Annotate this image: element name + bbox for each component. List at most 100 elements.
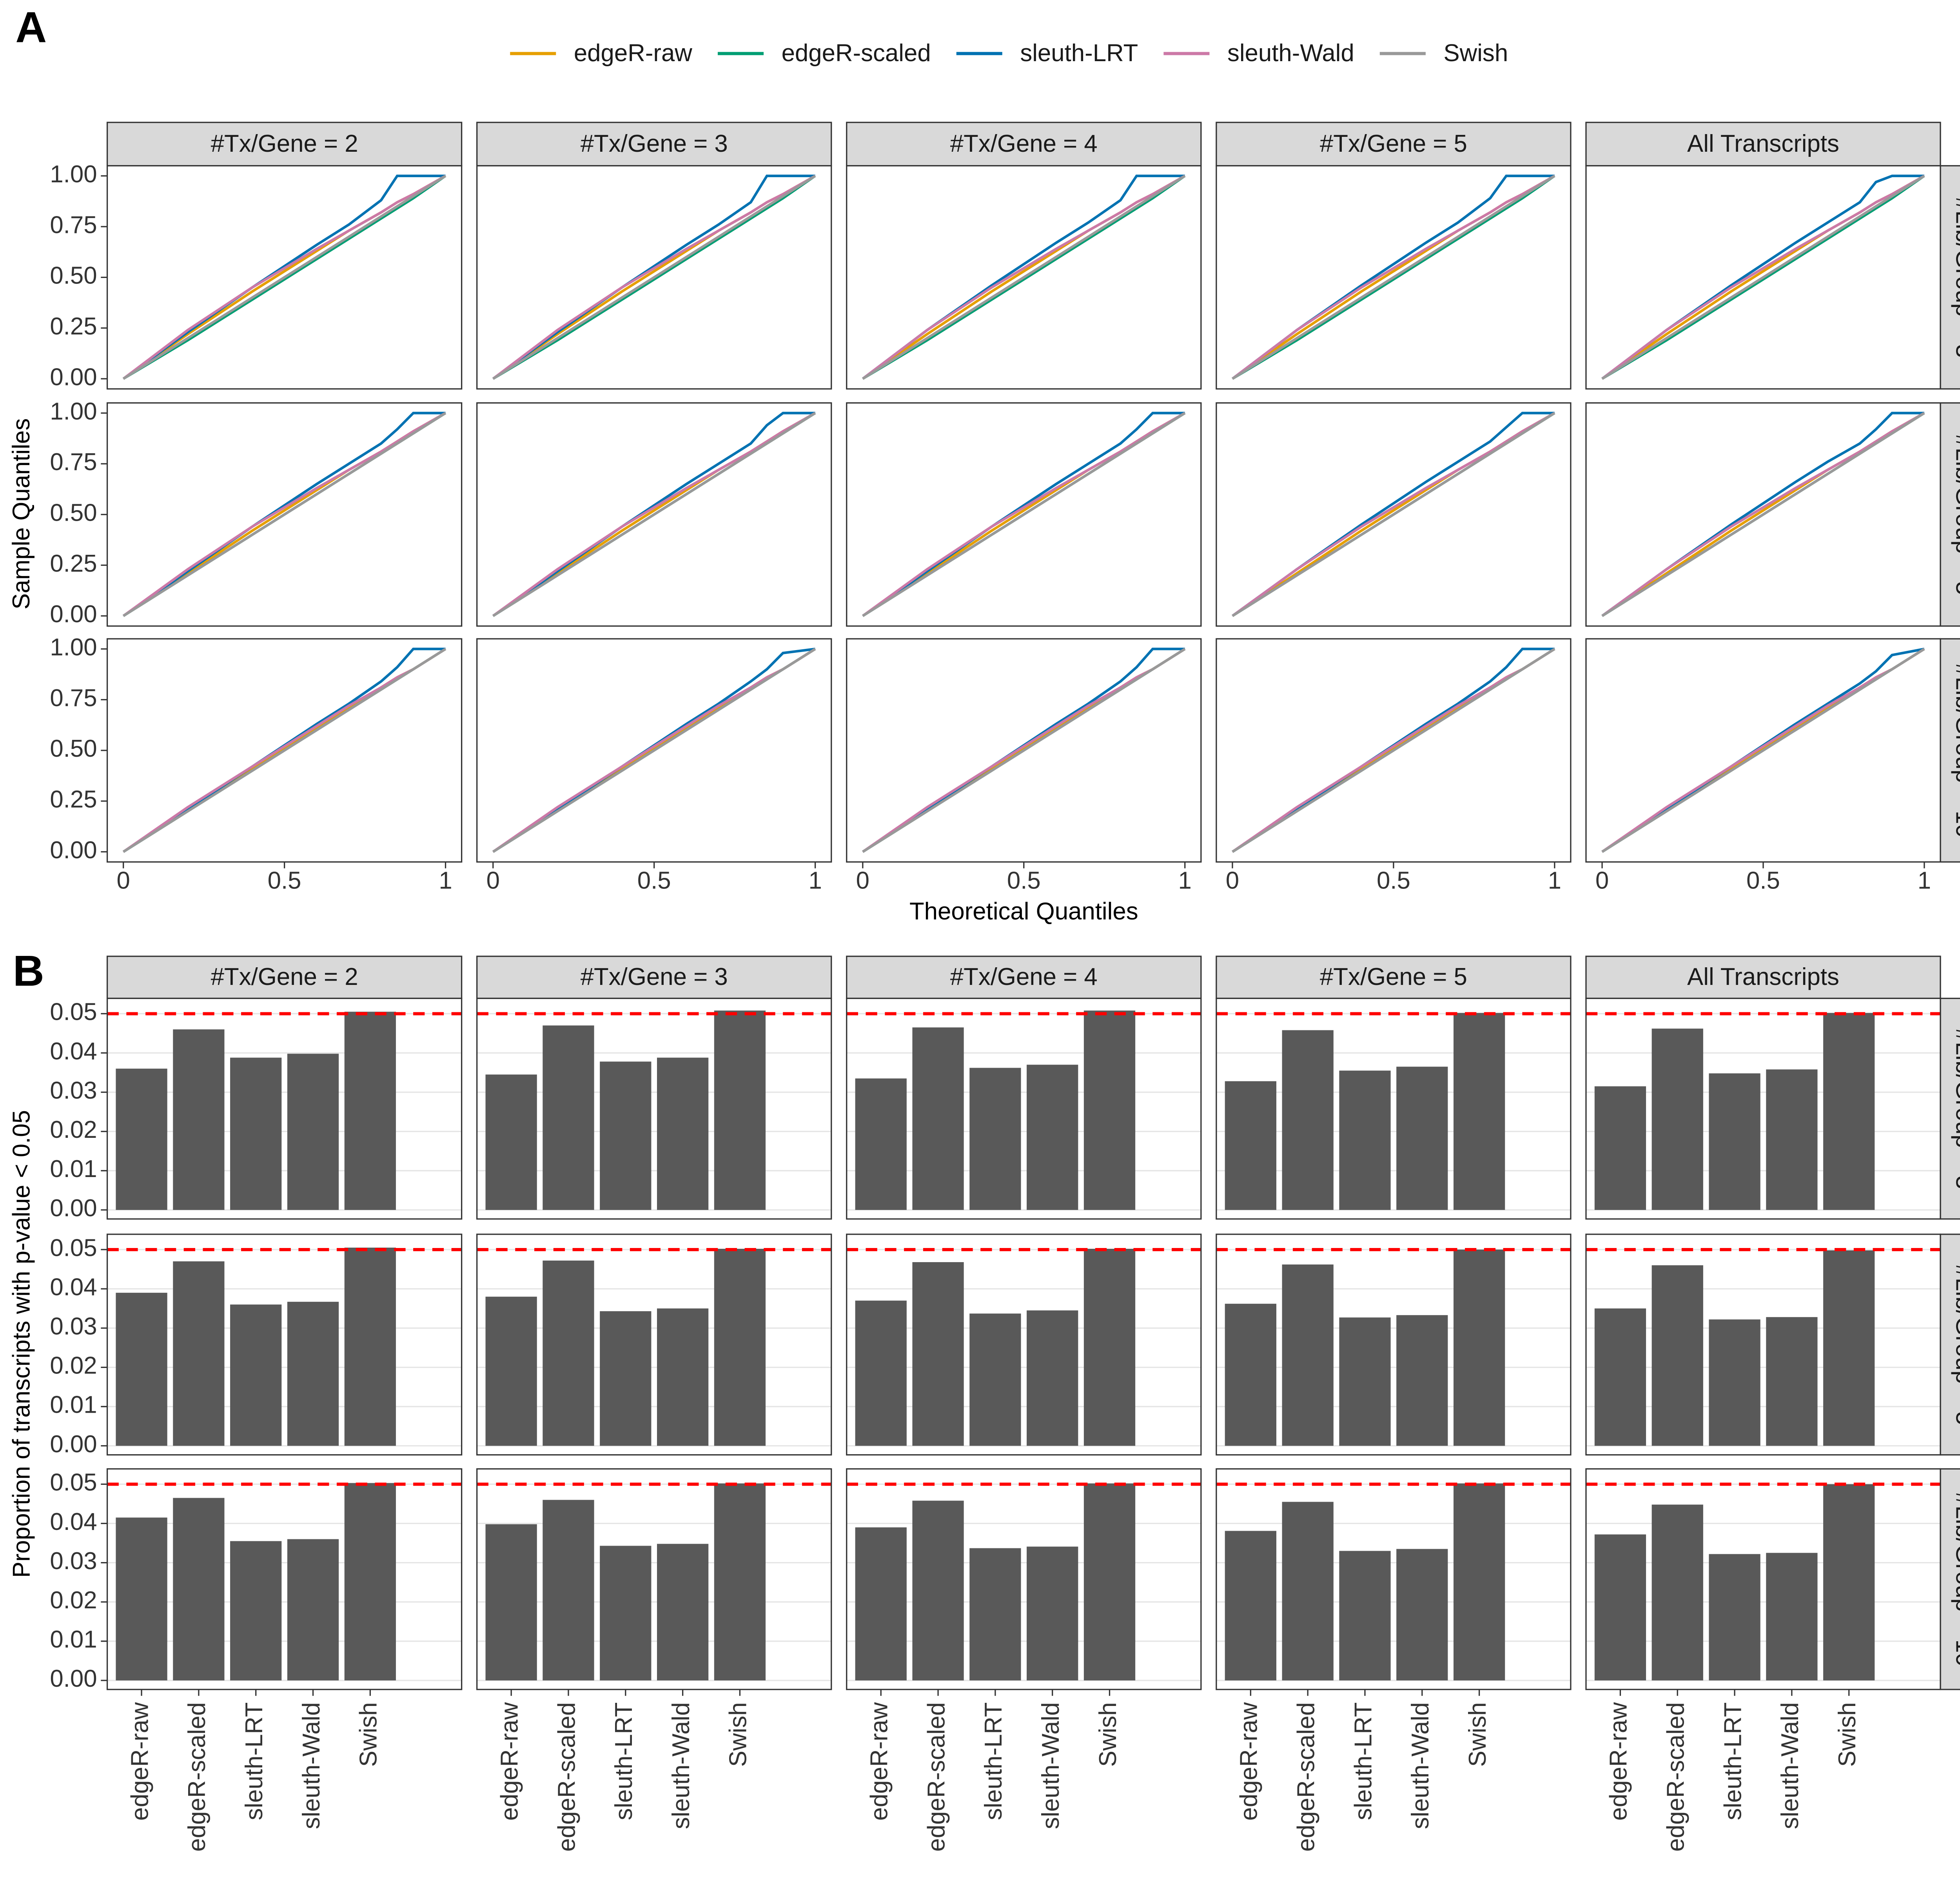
x-tick-label: 0 [116, 867, 130, 894]
y-tick-label: 0.03 [50, 1548, 97, 1575]
bar [1651, 1265, 1703, 1446]
x-tick-label: 0 [486, 867, 500, 894]
x-tick-label: sleuth-LRT [980, 1702, 1007, 1820]
x-tick-label: sleuth-Wald [1407, 1702, 1434, 1829]
bar [230, 1304, 282, 1446]
bar [287, 1539, 339, 1680]
panel-border [106, 997, 463, 1220]
qq-line [1232, 174, 1555, 380]
bar [344, 1248, 396, 1446]
bar [714, 1483, 766, 1680]
bar [855, 1301, 907, 1446]
column-strip [1216, 956, 1572, 999]
bar [600, 1546, 652, 1680]
x-tick-label: edgeR-raw [1236, 1702, 1263, 1820]
row-strip [1940, 1468, 1960, 1690]
y-tick-label: 0.01 [50, 1626, 97, 1653]
column-strip [106, 956, 463, 999]
y-tick-label: 0.50 [50, 735, 97, 762]
bar [1766, 1317, 1818, 1446]
bar [1709, 1554, 1760, 1680]
x-tick-label: Swish [1094, 1702, 1122, 1767]
bar [1282, 1030, 1334, 1210]
panel-border [1585, 997, 1941, 1220]
bar [600, 1061, 652, 1210]
y-axis-title: Sample Quantiles [8, 418, 35, 610]
y-tick-label: 0.03 [50, 1313, 97, 1340]
column-strip [1585, 122, 1941, 167]
legend-label: sleuth-LRT [1020, 40, 1138, 67]
qq-line [122, 412, 446, 617]
bar [657, 1308, 709, 1446]
bar [1083, 1010, 1136, 1210]
bar [1823, 1013, 1875, 1210]
column-strip [846, 956, 1202, 999]
qq-line [1601, 174, 1925, 380]
bar [485, 1297, 537, 1446]
y-tick-label: 0.03 [50, 1077, 97, 1104]
y-tick-label: 0.00 [50, 1431, 97, 1458]
bar [1396, 1066, 1448, 1210]
row-strip-label: #Lib/Group = 5 [1951, 1264, 1960, 1425]
qq-line [1601, 174, 1925, 380]
panel-border [476, 1468, 832, 1690]
y-tick-label: 0.50 [50, 262, 97, 289]
qq-line [1231, 174, 1555, 380]
qq-line [1601, 412, 1925, 617]
column-strip [106, 122, 463, 167]
bar [1282, 1264, 1334, 1446]
x-tick-label: edgeR-raw [1605, 1702, 1632, 1820]
qq-line [862, 174, 1186, 380]
qq-line [492, 412, 816, 617]
x-tick-label: edgeR-scaled [183, 1702, 211, 1851]
y-tick-label: 0.02 [50, 1116, 97, 1143]
bar [714, 1010, 766, 1210]
row-strip-label: #Lib/Group = 10 [1951, 663, 1960, 837]
bar [1594, 1534, 1646, 1680]
x-tick-label: edgeR-scaled [553, 1702, 580, 1851]
panel-border [1585, 1233, 1941, 1456]
bar [855, 1078, 907, 1210]
panel-border [846, 1233, 1202, 1456]
x-tick-label: sleuth-LRT [1350, 1702, 1377, 1820]
bar [600, 1311, 652, 1446]
bar [1083, 1483, 1136, 1680]
column-strip-label: #Tx/Gene = 5 [1320, 130, 1467, 157]
y-tick-label: 0.00 [50, 837, 97, 864]
x-tick-label: 1 [1918, 867, 1931, 894]
row-strip-label: #Lib/Group = 5 [1951, 434, 1960, 595]
bar [1027, 1065, 1078, 1210]
x-axis-title: Theoretical Quantiles [909, 898, 1138, 925]
panel-border [1585, 1468, 1941, 1690]
qq-line [492, 174, 816, 380]
bar [116, 1517, 167, 1680]
y-tick-label: 0.01 [50, 1392, 97, 1419]
x-tick-label: sleuth-LRT [241, 1702, 268, 1820]
bar [1453, 1483, 1505, 1680]
x-tick-label: edgeR-raw [866, 1702, 893, 1820]
y-axis-title: Proportion of transcripts with p-value <… [8, 1110, 35, 1578]
bar [287, 1054, 339, 1210]
x-tick-label: 0.5 [268, 867, 301, 894]
y-tick-label: 0.04 [50, 1038, 97, 1065]
bar [657, 1544, 709, 1680]
x-tick-label: 0 [1226, 867, 1239, 894]
column-strip-label: All Transcripts [1687, 130, 1839, 157]
column-strip-label: #Tx/Gene = 3 [581, 130, 728, 157]
column-strip [1585, 956, 1941, 999]
column-strip [476, 956, 832, 999]
row-strip-label: #Lib/Group = 10 [1951, 1492, 1960, 1666]
qq-line [862, 174, 1186, 380]
bar [1453, 1250, 1505, 1446]
bar [1027, 1310, 1078, 1446]
column-strip-label: #Tx/Gene = 5 [1320, 963, 1467, 990]
y-tick-label: 1.00 [50, 398, 97, 425]
panel-border [1216, 1468, 1572, 1690]
bar [485, 1074, 537, 1210]
bar [230, 1541, 282, 1680]
y-tick-label: 0.00 [50, 1665, 97, 1692]
bar [116, 1293, 167, 1446]
y-tick-label: 1.00 [50, 634, 97, 661]
qq-line [492, 174, 816, 380]
